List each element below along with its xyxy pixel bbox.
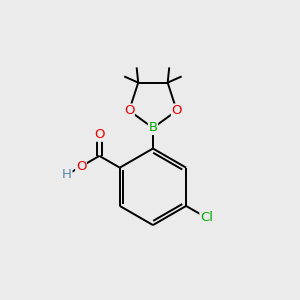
Text: H: H bbox=[62, 168, 72, 181]
Text: B: B bbox=[148, 122, 158, 134]
Text: O: O bbox=[94, 128, 105, 141]
Text: O: O bbox=[76, 160, 86, 173]
Text: O: O bbox=[172, 104, 182, 117]
Text: Cl: Cl bbox=[200, 211, 213, 224]
Text: O: O bbox=[124, 104, 134, 117]
